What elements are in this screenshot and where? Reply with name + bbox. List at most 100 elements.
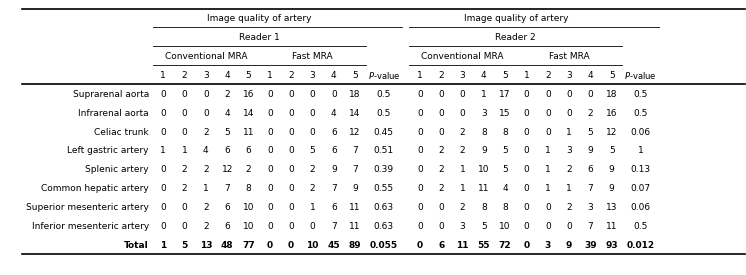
Text: 55: 55 xyxy=(477,241,490,250)
Text: 0: 0 xyxy=(160,128,166,136)
Text: 18: 18 xyxy=(349,90,361,99)
Text: 0: 0 xyxy=(181,222,187,231)
Text: 2: 2 xyxy=(460,128,466,136)
Text: 12: 12 xyxy=(222,165,233,174)
Text: 0: 0 xyxy=(524,109,530,118)
Text: 0.5: 0.5 xyxy=(633,222,648,231)
Text: 4: 4 xyxy=(203,147,209,155)
Text: 0: 0 xyxy=(417,128,423,136)
Text: 1: 1 xyxy=(181,147,187,155)
Text: 0: 0 xyxy=(566,222,572,231)
Text: 0.5: 0.5 xyxy=(377,109,391,118)
Text: 0: 0 xyxy=(524,90,530,99)
Text: 1: 1 xyxy=(524,71,530,80)
Text: 0: 0 xyxy=(267,165,273,174)
Text: 2: 2 xyxy=(439,147,444,155)
Text: 13: 13 xyxy=(606,203,618,212)
Text: 0: 0 xyxy=(417,184,423,193)
Text: 3: 3 xyxy=(545,241,551,250)
Text: 0: 0 xyxy=(181,90,187,99)
Text: 0: 0 xyxy=(288,222,294,231)
Text: 72: 72 xyxy=(499,241,512,250)
Text: 89: 89 xyxy=(349,241,361,250)
Text: 5: 5 xyxy=(502,71,508,80)
Text: 0: 0 xyxy=(181,128,187,136)
Text: 6: 6 xyxy=(588,165,593,174)
Text: 1: 1 xyxy=(566,128,572,136)
Text: 11: 11 xyxy=(457,241,468,250)
Text: 7: 7 xyxy=(352,147,358,155)
Text: 9: 9 xyxy=(331,165,336,174)
Text: 7: 7 xyxy=(225,184,230,193)
Text: Celiac trunk: Celiac trunk xyxy=(94,128,149,136)
Text: 0: 0 xyxy=(288,147,294,155)
Text: 0: 0 xyxy=(438,128,444,136)
Text: 12: 12 xyxy=(349,128,361,136)
Text: 6: 6 xyxy=(331,203,336,212)
Text: 0: 0 xyxy=(181,109,187,118)
Text: 1: 1 xyxy=(160,71,166,80)
Text: 2: 2 xyxy=(566,203,572,212)
Text: Inferior mesenteric artery: Inferior mesenteric artery xyxy=(31,222,149,231)
Text: 5: 5 xyxy=(481,222,486,231)
Text: $\it{P}$-value: $\it{P}$-value xyxy=(368,70,400,81)
Text: 0: 0 xyxy=(545,222,551,231)
Text: 1: 1 xyxy=(310,203,316,212)
Text: 8: 8 xyxy=(481,203,486,212)
Text: 4: 4 xyxy=(481,71,486,80)
Text: 2: 2 xyxy=(203,222,209,231)
Text: 5: 5 xyxy=(609,71,615,80)
Text: 6: 6 xyxy=(331,147,336,155)
Text: Image quality of artery: Image quality of artery xyxy=(463,14,568,23)
Text: 1: 1 xyxy=(417,71,423,80)
Text: 0: 0 xyxy=(288,241,294,250)
Text: 4: 4 xyxy=(331,71,336,80)
Text: 11: 11 xyxy=(606,222,618,231)
Text: 2: 2 xyxy=(566,165,572,174)
Text: 6: 6 xyxy=(331,128,336,136)
Text: 0: 0 xyxy=(160,222,166,231)
Text: 2: 2 xyxy=(182,71,187,80)
Text: 10: 10 xyxy=(242,203,254,212)
Text: 1: 1 xyxy=(545,147,551,155)
Text: 0.5: 0.5 xyxy=(633,90,648,99)
Text: 5: 5 xyxy=(588,128,593,136)
Text: 5: 5 xyxy=(502,147,508,155)
Text: 3: 3 xyxy=(588,203,593,212)
Text: 0: 0 xyxy=(181,203,187,212)
Text: 0: 0 xyxy=(267,241,273,250)
Text: 1: 1 xyxy=(638,147,643,155)
Text: 2: 2 xyxy=(310,165,316,174)
Text: 0: 0 xyxy=(545,109,551,118)
Text: 5: 5 xyxy=(310,147,316,155)
Text: 8: 8 xyxy=(481,128,486,136)
Text: Splenic artery: Splenic artery xyxy=(85,165,149,174)
Text: 2: 2 xyxy=(203,165,209,174)
Text: 0.5: 0.5 xyxy=(377,90,391,99)
Text: 6: 6 xyxy=(225,222,230,231)
Text: 5: 5 xyxy=(245,71,251,80)
Text: 0: 0 xyxy=(566,109,572,118)
Text: 10: 10 xyxy=(478,165,489,174)
Text: 0: 0 xyxy=(438,222,444,231)
Text: 0.5: 0.5 xyxy=(633,109,648,118)
Text: 9: 9 xyxy=(609,165,615,174)
Text: Conventional MRA: Conventional MRA xyxy=(421,52,504,61)
Text: 0: 0 xyxy=(524,203,530,212)
Text: 10: 10 xyxy=(499,222,511,231)
Text: Fast MRA: Fast MRA xyxy=(292,52,333,61)
Text: Common hepatic artery: Common hepatic artery xyxy=(41,184,149,193)
Text: 48: 48 xyxy=(221,241,233,250)
Text: 5: 5 xyxy=(225,128,230,136)
Text: 4: 4 xyxy=(225,109,230,118)
Text: 0: 0 xyxy=(417,203,423,212)
Text: 7: 7 xyxy=(331,222,336,231)
Text: 9: 9 xyxy=(566,241,572,250)
Text: 5: 5 xyxy=(181,241,188,250)
Text: 0: 0 xyxy=(417,165,423,174)
Text: Infrarenal aorta: Infrarenal aorta xyxy=(78,109,149,118)
Text: 17: 17 xyxy=(499,90,511,99)
Text: 0: 0 xyxy=(160,184,166,193)
Text: 18: 18 xyxy=(606,90,618,99)
Text: 10: 10 xyxy=(242,222,254,231)
